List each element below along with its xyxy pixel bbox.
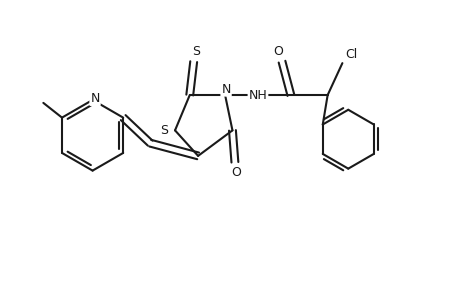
Text: NH: NH <box>248 88 267 101</box>
Text: O: O <box>231 166 241 178</box>
Text: N: N <box>90 92 100 105</box>
Text: O: O <box>273 45 282 58</box>
Text: Cl: Cl <box>344 48 357 61</box>
Text: N: N <box>221 82 230 96</box>
Text: S: S <box>160 124 168 137</box>
Text: S: S <box>191 45 199 58</box>
